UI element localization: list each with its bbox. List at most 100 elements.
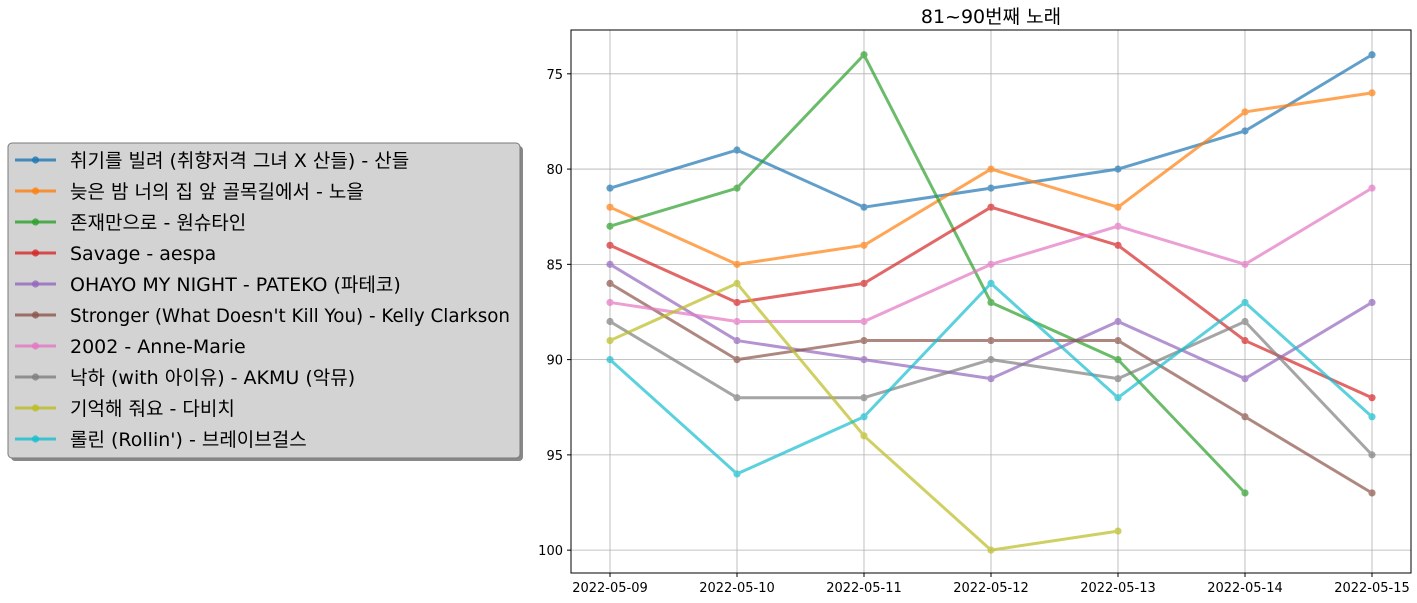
legend-swatch-marker xyxy=(31,404,40,412)
legend-entry: OHAYO MY NIGHT - PATEKO (파테코) xyxy=(15,274,401,296)
data-point xyxy=(606,241,614,249)
data-point xyxy=(1114,165,1122,173)
legend-label: OHAYO MY NIGHT - PATEKO (파테코) xyxy=(70,274,401,296)
series-2 xyxy=(606,89,1376,268)
legend-label: 기억해 줘요 - 다비치 xyxy=(70,398,235,420)
legend-label: 취기를 빌려 (취향저격 그녀 X 산들) - 산들 xyxy=(70,150,409,172)
data-point xyxy=(860,317,868,326)
data-point xyxy=(1114,336,1122,345)
legend-swatch-marker xyxy=(31,156,40,164)
data-point xyxy=(1114,527,1122,535)
data-point xyxy=(987,298,995,307)
legend-entry: 늦은 밤 너의 집 앞 골목길에서 - 노을 xyxy=(15,181,364,203)
data-point xyxy=(606,184,614,192)
x-tick-label: 2022-05-14 xyxy=(1207,581,1283,596)
y-tick-label: 90 xyxy=(546,354,563,369)
data-point xyxy=(1241,413,1249,421)
data-point xyxy=(987,279,995,287)
data-point xyxy=(860,51,868,59)
data-point xyxy=(1114,241,1122,249)
series-line xyxy=(608,53,1247,495)
data-point xyxy=(860,432,868,440)
legend-swatch-marker xyxy=(31,218,40,226)
data-point xyxy=(987,546,995,554)
data-point xyxy=(1368,298,1376,307)
data-point xyxy=(606,317,614,326)
y-tick-label: 100 xyxy=(538,544,563,559)
data-point xyxy=(987,375,995,383)
data-point xyxy=(1114,317,1122,326)
data-point xyxy=(1241,489,1249,497)
legend-swatch-marker xyxy=(31,435,40,443)
data-point xyxy=(1114,356,1122,364)
chart-title: 81~90번째 노래 xyxy=(921,6,1061,28)
legend-label: Stronger (What Doesn't Kill You) - Kelly… xyxy=(70,305,510,327)
data-point xyxy=(987,203,995,211)
data-point xyxy=(606,336,614,345)
data-point xyxy=(860,279,868,287)
legend-label: 2002 - Anne-Marie xyxy=(70,336,246,358)
data-point xyxy=(1114,203,1122,211)
legend-swatch-marker xyxy=(31,373,40,381)
legend-entry: 낙하 (with 아이유) - AKMU (악뮤) xyxy=(15,367,355,389)
x-tick-label: 2022-05-12 xyxy=(953,581,1029,596)
data-point xyxy=(1368,89,1376,97)
series-4 xyxy=(606,203,1376,402)
legend-swatch-marker xyxy=(31,249,40,257)
data-point xyxy=(987,336,995,345)
x-tick-label: 2022-05-13 xyxy=(1080,581,1156,596)
data-point xyxy=(1114,222,1122,230)
legend-entry: Savage - aespa xyxy=(15,243,216,265)
data-point xyxy=(606,356,614,364)
data-point xyxy=(1241,260,1249,268)
legend-label: 존재만으로 - 원슈타인 xyxy=(70,212,246,234)
y-tick-label: 95 xyxy=(546,449,563,464)
data-point xyxy=(987,356,995,364)
data-point xyxy=(606,298,614,307)
legend-swatch-marker xyxy=(31,187,40,195)
legend-entry: 취기를 빌려 (취향저격 그녀 X 산들) - 산들 xyxy=(15,150,409,172)
data-point xyxy=(733,317,741,326)
series-3 xyxy=(606,51,1249,497)
data-point xyxy=(1241,317,1249,326)
legend-entry: Stronger (What Doesn't Kill You) - Kelly… xyxy=(15,305,510,327)
y-tick-label: 80 xyxy=(546,163,563,178)
data-point xyxy=(1368,489,1376,497)
data-point xyxy=(1114,375,1122,383)
data-point xyxy=(733,470,741,478)
data-point xyxy=(733,260,741,268)
data-point xyxy=(606,203,614,211)
series-7 xyxy=(606,184,1376,326)
data-point xyxy=(1241,108,1249,116)
data-point xyxy=(987,260,995,268)
series-1 xyxy=(606,51,1376,211)
y-tick-label: 75 xyxy=(546,68,563,83)
data-point xyxy=(1368,51,1376,59)
data-point xyxy=(1114,394,1122,402)
legend-entry: 존재만으로 - 원슈타인 xyxy=(15,212,246,234)
legend-swatch-marker xyxy=(31,342,40,350)
data-point xyxy=(606,279,614,287)
data-point xyxy=(733,298,741,307)
data-point xyxy=(733,279,741,287)
x-tick-label: 2022-05-15 xyxy=(1334,581,1410,596)
data-point xyxy=(733,146,741,154)
data-point xyxy=(1368,451,1376,459)
x-tick-label: 2022-05-11 xyxy=(826,581,902,596)
legend-label: 낙하 (with 아이유) - AKMU (악뮤) xyxy=(70,367,355,389)
data-point xyxy=(733,184,741,192)
series-6 xyxy=(606,279,1376,497)
y-tick-label: 85 xyxy=(546,258,563,273)
data-point xyxy=(860,394,868,402)
legend-swatch-marker xyxy=(31,280,40,288)
legend-entry: 2002 - Anne-Marie xyxy=(15,336,246,358)
data-point xyxy=(860,336,868,345)
data-point xyxy=(733,356,741,364)
data-point xyxy=(1368,184,1376,192)
legend-label: 롤린 (Rollin') - 브레이브걸스 xyxy=(70,429,307,451)
legend-swatch-marker xyxy=(31,311,40,319)
legend-box xyxy=(7,142,521,459)
x-tick-label: 2022-05-09 xyxy=(572,581,648,596)
